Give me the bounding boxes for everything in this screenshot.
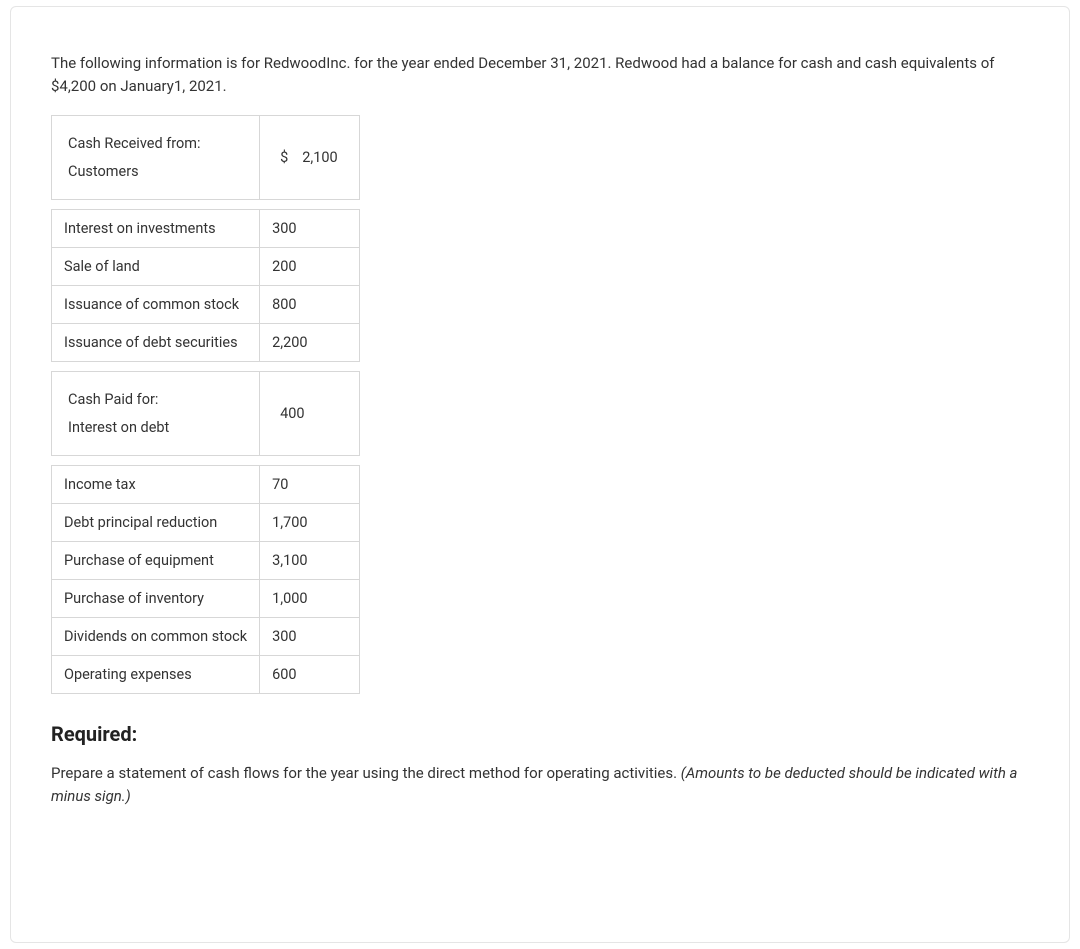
table-row: Issuance of common stock 800 [52, 286, 360, 324]
row-value: 300 [260, 618, 360, 656]
row-label: Dividends on common stock [52, 618, 260, 656]
row-value: 300 [260, 210, 360, 248]
section-label: Cash Received from: Customers [52, 116, 260, 200]
cash-table: Cash Received from: Customers $2,100 Int… [51, 115, 360, 694]
table-row: Cash Received from: Customers $2,100 [52, 116, 360, 200]
row-value: 200 [260, 248, 360, 286]
row-label: Operating expenses [52, 656, 260, 694]
currency-symbol: $ [280, 149, 288, 166]
row-value: 1,700 [260, 504, 360, 542]
row-label: Issuance of debt securities [52, 324, 260, 362]
required-plain: Prepare a statement of cash flows for th… [51, 764, 681, 782]
row-value: 800 [260, 286, 360, 324]
row-value: 2,200 [260, 324, 360, 362]
row-value: 3,100 [260, 542, 360, 580]
required-text: Prepare a statement of cash flows for th… [51, 762, 1029, 807]
intro-text: The following information is for Redwood… [51, 52, 1029, 97]
table-row: Operating expenses 600 [52, 656, 360, 694]
table-row: Debt principal reduction 1,700 [52, 504, 360, 542]
section-value: $2,100 [260, 116, 360, 200]
row-label: Issuance of common stock [52, 286, 260, 324]
table-row: Income tax 70 [52, 466, 360, 504]
row-label: Interest on investments [52, 210, 260, 248]
row-label: Purchase of equipment [52, 542, 260, 580]
table-row: Purchase of inventory 1,000 [52, 580, 360, 618]
required-heading: Required: [51, 722, 1029, 746]
section-value: 400 [260, 372, 360, 456]
table-row: Dividends on common stock 300 [52, 618, 360, 656]
row-value: 600 [260, 656, 360, 694]
row-label: Debt principal reduction [52, 504, 260, 542]
amount: 400 [280, 405, 304, 422]
section-line2: Customers [68, 163, 139, 180]
table-row: Cash Paid for: Interest on debt 400 [52, 372, 360, 456]
section-line1: Cash Received from: [68, 135, 201, 152]
section-line1: Cash Paid for: [68, 391, 158, 408]
amount: 2,100 [302, 149, 337, 166]
table-row: Sale of land 200 [52, 248, 360, 286]
question-container: The following information is for Redwood… [10, 6, 1070, 943]
table-row: Issuance of debt securities 2,200 [52, 324, 360, 362]
section-label: Cash Paid for: Interest on debt [52, 372, 260, 456]
table-row: Purchase of equipment 3,100 [52, 542, 360, 580]
table-row: Interest on investments 300 [52, 210, 360, 248]
row-label: Income tax [52, 466, 260, 504]
row-value: 1,000 [260, 580, 360, 618]
row-value: 70 [260, 466, 360, 504]
row-label: Purchase of inventory [52, 580, 260, 618]
row-label: Sale of land [52, 248, 260, 286]
section-line2: Interest on debt [68, 419, 169, 436]
